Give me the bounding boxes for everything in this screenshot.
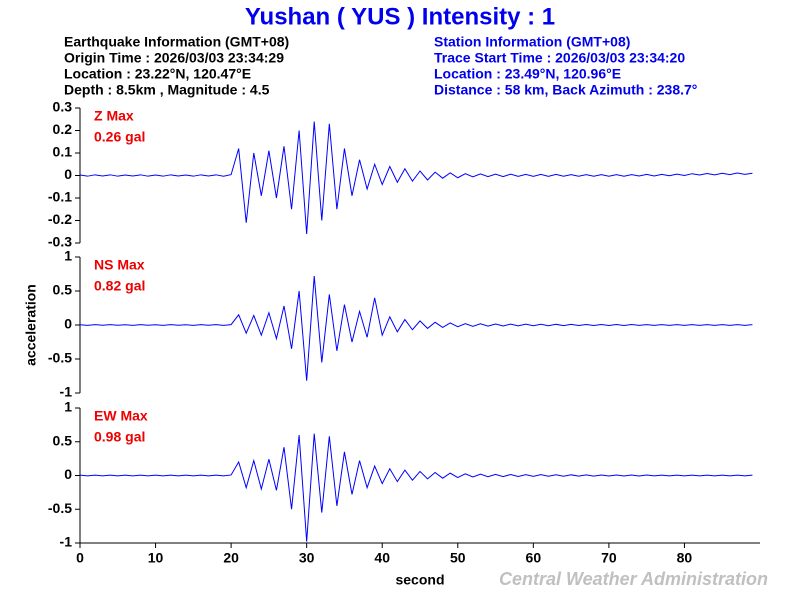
station-info: Station Information (GMT+08) xyxy=(434,34,630,50)
x-tick-label: 60 xyxy=(526,550,542,566)
station-info: Location : 23.49°N, 120.96°E xyxy=(434,66,621,82)
x-tick-label: 80 xyxy=(677,550,693,566)
y-axis-label: acceleration xyxy=(23,284,39,366)
max-annotation: 0.26 gal xyxy=(94,129,145,145)
y-tick-label: 1 xyxy=(64,399,72,415)
credit: Central Weather Administration xyxy=(499,569,768,589)
station-info: Trace Start Time : 2026/03/03 23:34:20 xyxy=(434,50,685,66)
title: Yushan ( YUS ) Intensity : 1 xyxy=(245,3,555,30)
quake-info: Earthquake Information (GMT+08) xyxy=(64,34,289,50)
quake-info: Origin Time : 2026/03/03 23:34:29 xyxy=(64,50,284,66)
y-tick-label: 0.5 xyxy=(53,282,73,298)
trace xyxy=(79,121,753,235)
x-tick-label: 30 xyxy=(299,550,315,566)
y-tick-label: 1 xyxy=(64,248,72,264)
y-tick-label: -1 xyxy=(60,384,73,400)
y-tick-label: 0.1 xyxy=(53,144,73,160)
x-tick-label: 40 xyxy=(374,550,390,566)
max-annotation: 0.98 gal xyxy=(94,429,145,445)
quake-info: Depth : 8.5km , Magnitude : 4.5 xyxy=(64,82,270,98)
y-tick-label: 0.2 xyxy=(53,121,73,137)
max-annotation: EW Max xyxy=(94,408,148,424)
y-tick-label: 0 xyxy=(64,166,72,182)
y-tick-label: -0.1 xyxy=(48,189,72,205)
y-tick-label: -0.5 xyxy=(48,500,72,516)
max-annotation: Z Max xyxy=(94,108,134,124)
x-axis-label: second xyxy=(395,572,444,588)
max-annotation: NS Max xyxy=(94,257,145,273)
x-tick-label: 0 xyxy=(76,550,84,566)
y-tick-label: 0 xyxy=(64,316,72,332)
y-tick-label: 0 xyxy=(64,466,72,482)
max-annotation: 0.82 gal xyxy=(94,278,145,294)
station-info: Distance : 58 km, Back Azimuth : 238.7° xyxy=(434,82,697,98)
y-tick-label: 0.3 xyxy=(53,99,73,115)
x-tick-label: 70 xyxy=(601,550,617,566)
y-tick-label: -0.5 xyxy=(48,350,72,366)
quake-info: Location : 23.22°N, 120.47°E xyxy=(64,66,251,82)
trace xyxy=(79,433,753,542)
y-tick-label: 0.5 xyxy=(53,432,73,448)
x-tick-label: 20 xyxy=(223,550,239,566)
y-tick-label: -0.3 xyxy=(48,234,72,250)
trace xyxy=(79,275,753,381)
x-tick-label: 50 xyxy=(450,550,466,566)
y-tick-label: -0.2 xyxy=(48,211,72,227)
x-tick-label: 10 xyxy=(148,550,164,566)
y-tick-label: -1 xyxy=(60,534,73,550)
